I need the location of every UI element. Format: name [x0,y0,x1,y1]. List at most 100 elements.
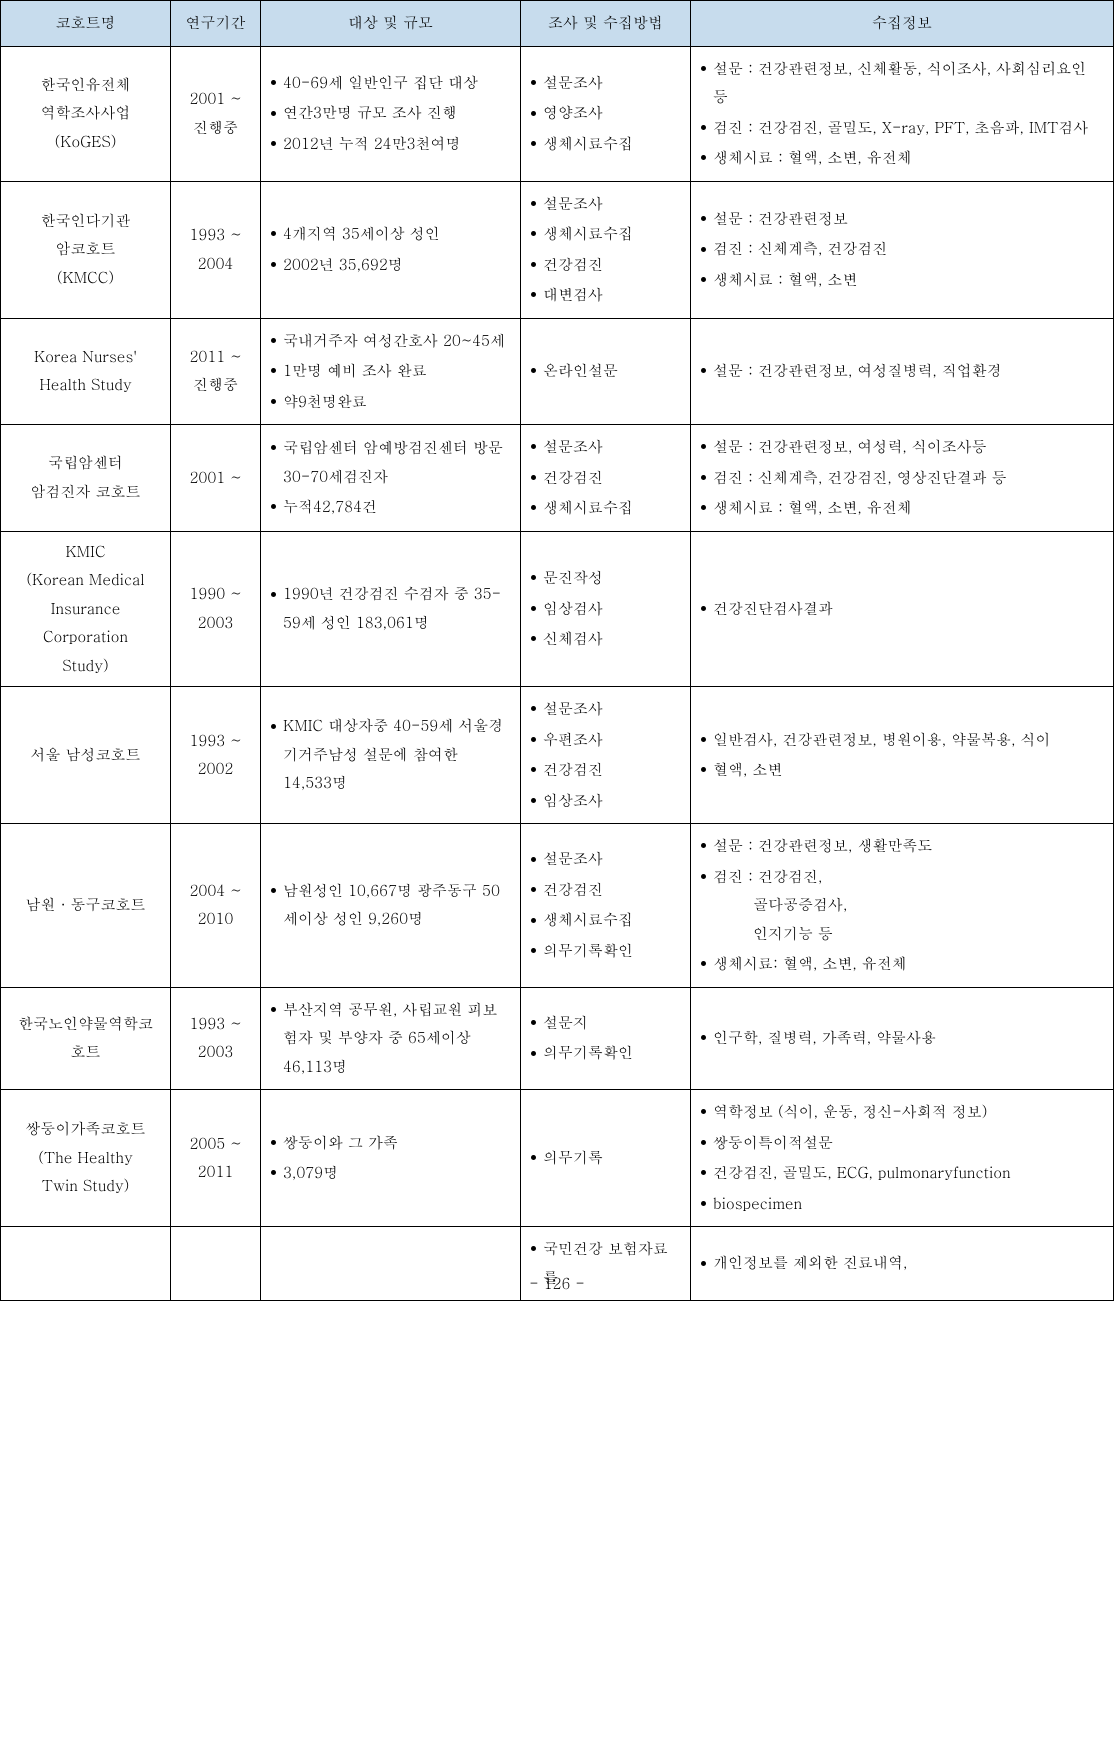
list-item: 설문 : 건강관련정보 [699,205,1105,234]
list-item: 쌍둥이와 그 가족 [269,1129,512,1158]
list-item: 임상조사 [529,787,682,816]
list-item: 국내거주자 여성간호사 20~45세 [269,327,512,356]
list-item: 건강검진 [529,251,682,280]
list-item: 생체시료수집 [529,130,682,159]
cohort-table: 코호트명 연구기간 대상 및 규모 조사 및 수집방법 수집정보 한국인유전체역… [0,0,1114,1301]
cell-period: 2001 ~진행중 [171,46,261,181]
cell-name: 국립암센터암검진자 코호트 [1,425,171,532]
cell-methods: 설문조사우편조사건강검진임상조사 [521,687,691,824]
list-item: 생체시료 : 혈액, 소변, 유전체 [699,494,1105,523]
cell-name: 서울 남성코호트 [1,687,171,824]
table-header-row: 코호트명 연구기간 대상 및 규모 조사 및 수집방법 수집정보 [1,1,1114,47]
list-item: 검진 : 건강검진, 골다공증검사, 인지기능 등 [699,863,1105,949]
th-subjects: 대상 및 규모 [261,1,521,47]
cell-name: 한국인유전체역학조사사업(KoGES) [1,46,171,181]
cell-methods: 문진작성임상검사신체검사 [521,531,691,687]
list-item: 쌍둥이특이적설문 [699,1129,1105,1158]
list-item: 혈액, 소변 [699,756,1105,785]
list-item: 임상검사 [529,595,682,624]
list-item: 설문 : 건강관련정보, 생활만족도 [699,832,1105,861]
th-period: 연구기간 [171,1,261,47]
table-row: 한국인다기관암코호트(KMCC)1993 ~2004 4개지역 35세이상 성인2… [1,181,1114,318]
list-item: 문진작성 [529,564,682,593]
cell-name: 한국인다기관암코호트(KMCC) [1,181,171,318]
list-item: 대변검사 [529,281,682,310]
list-item: 설문조사 [529,695,682,724]
cell-name: 쌍둥이가족코호트(The HealthyTwin Study) [1,1090,171,1227]
list-item: 검진 : 신체계측, 건강검진, 영상진단결과 등 [699,464,1105,493]
list-item: 건강검진 [529,464,682,493]
cell-subjects: 국립암센터 암예방검진센터 방문 30-70세검진자누적42,784건 [261,425,521,532]
cell-name: KMIC(Korean MedicalInsuranceCorporationS… [1,531,171,687]
th-name: 코호트명 [1,1,171,47]
list-item: 1990년 건강검진 수검자 중 35-59세 성인 183,061명 [269,580,512,637]
cell-methods: 의무기록 [521,1090,691,1227]
list-item: 일반검사, 건강관련정보, 병원이용, 약물복용, 식이 [699,726,1105,755]
table-row: 남원 · 동구코호트2004 ~2010남원성인 10,667명 광주동구 50… [1,824,1114,988]
cell-info: 일반검사, 건강관련정보, 병원이용, 약물복용, 식이혈액, 소변 [691,687,1114,824]
th-info: 수집정보 [691,1,1114,47]
table-row: Korea Nurses'Health Study2011 ~진행중국내거주자 … [1,318,1114,425]
cell-name: 남원 · 동구코호트 [1,824,171,988]
cell-info: 설문 : 건강관련정보검진 : 신체계측, 건강검진생체시료 : 혈액, 소변 [691,181,1114,318]
cell-subjects: 부산지역 공무원, 사립교원 피보험자 및 부양자 중 65세이상 46,113… [261,987,521,1090]
list-item: 검진 : 신체계측, 건강검진 [699,235,1105,264]
list-item: 2012년 누적 24만3천여명 [269,130,512,159]
cell-subjects: 국내거주자 여성간호사 20~45세1만명 예비 조사 완료약9천명완료 [261,318,521,425]
cell-methods: 온라인설문 [521,318,691,425]
list-item: 의무기록 [529,1144,682,1173]
list-item: 건강검진, 골밀도, ECG, pulmonaryfunction [699,1159,1105,1188]
list-item: 설문 : 건강관련정보, 여성력, 식이조사등 [699,433,1105,462]
list-item: 의무기록확인 [529,1039,682,1068]
table-row: KMIC(Korean MedicalInsuranceCorporationS… [1,531,1114,687]
cell-info: 역학정보 (식이, 운동, 정신-사회적 정보)쌍둥이특이적설문건강검진, 골밀… [691,1090,1114,1227]
list-item: 설문조사 [529,845,682,874]
list-item: 생체시료 : 혈액, 소변, 유전체 [699,144,1105,173]
list-item: 생체시료: 혈액, 소변, 유전체 [699,950,1105,979]
cell-period: 2001 ~ [171,425,261,532]
cell-period: 2011 ~진행중 [171,318,261,425]
table-row: 쌍둥이가족코호트(The HealthyTwin Study)2005 ~201… [1,1090,1114,1227]
list-item: 생체시료수집 [529,220,682,249]
list-item: 1만명 예비 조사 완료 [269,357,512,386]
cell-info: 설문 : 건강관련정보, 여성력, 식이조사등검진 : 신체계측, 건강검진, … [691,425,1114,532]
cell-period: 2004 ~2010 [171,824,261,988]
list-item: 설문조사 [529,433,682,462]
cell-subjects: KMIC 대상자중 40-59세 서울경기거주남성 설문에 참여한 14,533… [261,687,521,824]
list-item: 남원성인 10,667명 광주동구 50세이상 성인 9,260명 [269,877,512,934]
cell-methods: 설문조사생체시료수집건강검진대변검사 [521,181,691,318]
cell-period: 2005 ~2011 [171,1090,261,1227]
cell-methods: 설문조사영양조사생체시료수집 [521,46,691,181]
list-item: 4개지역 35세이상 성인 [269,220,512,249]
cell-subjects: 1990년 건강검진 수검자 중 35-59세 성인 183,061명 [261,531,521,687]
list-item: 설문조사 [529,69,682,98]
list-item: 국립암센터 암예방검진센터 방문 30-70세검진자 [269,434,512,491]
cell-subjects: 남원성인 10,667명 광주동구 50세이상 성인 9,260명 [261,824,521,988]
list-item: 신체검사 [529,625,682,654]
cell-methods: 설문지의무기록확인 [521,987,691,1090]
cell-name: Korea Nurses'Health Study [1,318,171,425]
list-item: 온라인설문 [529,357,682,386]
list-item: 누적42,784건 [269,493,512,522]
list-item: KMIC 대상자중 40-59세 서울경기거주남성 설문에 참여한 14,533… [269,712,512,798]
list-item: 약9천명완료 [269,388,512,417]
page-number: - 126 - [0,1273,1114,1294]
list-item: 2002년 35,692명 [269,251,512,280]
cell-info: 인구학, 질병력, 가족력, 약물사용 [691,987,1114,1090]
cell-subjects: 40-69세 일반인구 집단 대상연간3만명 규모 조사 진행2012년 누적 … [261,46,521,181]
list-item: 건강검진 [529,756,682,785]
cell-methods: 설문조사건강검진생체시료수집 [521,425,691,532]
list-item: 건강진단검사결과 [699,595,1105,624]
cell-period: 1993 ~2002 [171,687,261,824]
list-item: 건강검진 [529,876,682,905]
list-item: 40-69세 일반인구 집단 대상 [269,69,512,98]
table-row: 서울 남성코호트1993 ~2002KMIC 대상자중 40-59세 서울경기거… [1,687,1114,824]
cell-period: 1990 ~2003 [171,531,261,687]
cell-info: 건강진단검사결과 [691,531,1114,687]
list-item: 생체시료수집 [529,906,682,935]
list-item: 부산지역 공무원, 사립교원 피보험자 및 부양자 중 65세이상 46,113… [269,996,512,1082]
cell-period: 1993 ~2004 [171,181,261,318]
table-row: 한국노인약물역학코호트1993 ~2003부산지역 공무원, 사립교원 피보험자… [1,987,1114,1090]
list-item: 설문지 [529,1009,682,1038]
list-item: 역학정보 (식이, 운동, 정신-사회적 정보) [699,1098,1105,1127]
